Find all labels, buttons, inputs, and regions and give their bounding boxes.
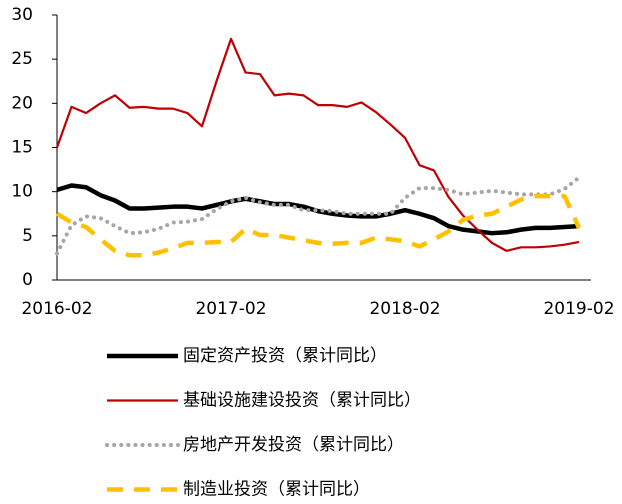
x-tick-label: 2016-02 xyxy=(21,299,92,319)
legend-label: 固定资产投资（累计同比） xyxy=(183,346,387,366)
y-tick-label: 5 xyxy=(22,226,33,246)
series-line xyxy=(55,37,580,252)
x-tick-label: 2017-02 xyxy=(195,299,266,319)
y-tick-label: 0 xyxy=(22,270,33,290)
x-tick-label: 2019-02 xyxy=(543,299,614,319)
series-line xyxy=(55,193,582,258)
y-tick-label: 15 xyxy=(11,138,33,158)
x-tick-label: 2018-02 xyxy=(369,299,440,319)
series-line xyxy=(56,183,580,236)
y-tick-label: 25 xyxy=(11,49,33,69)
y-tick-label: 10 xyxy=(11,182,33,202)
legend-label: 基础设施建设投资（累计同比） xyxy=(183,391,421,411)
legend-label: 房地产开发投资（累计同比） xyxy=(183,435,404,455)
legend-label: 制造业投资（累计同比） xyxy=(183,480,370,500)
y-tick-label: 30 xyxy=(11,5,33,25)
y-tick-label: 20 xyxy=(11,93,33,113)
